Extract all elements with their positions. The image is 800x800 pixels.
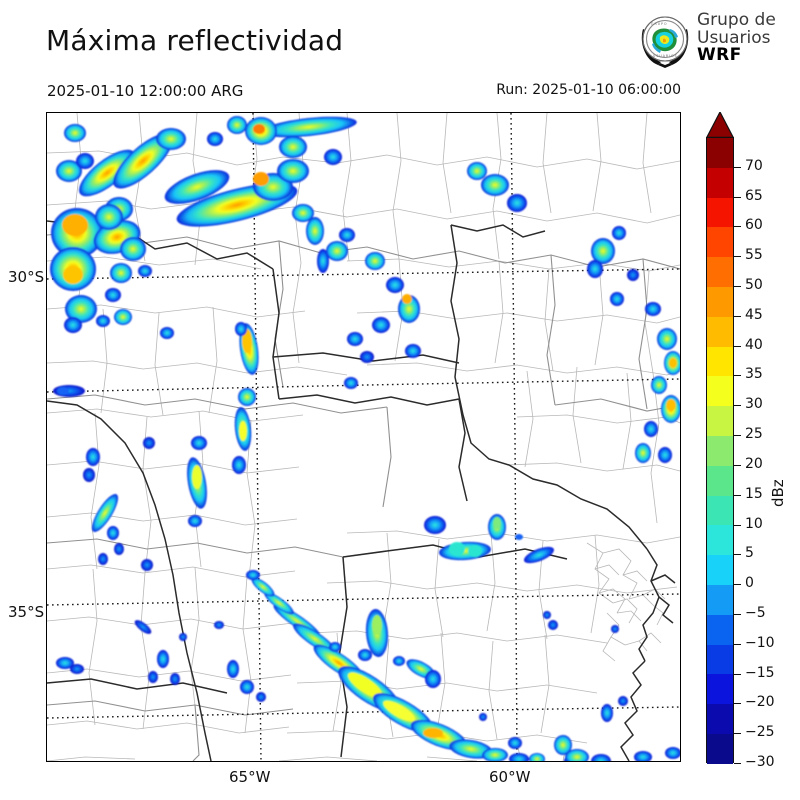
- valid-time-label: 2025-01-10 12:00:00 ARG: [47, 82, 244, 100]
- colorbar-segment: [707, 346, 733, 377]
- colorbar-title: dBz: [769, 479, 787, 507]
- colorbar-gradient: [706, 137, 734, 764]
- colorbar-tick: [734, 375, 741, 377]
- map-geometry: [47, 113, 680, 761]
- colorbar-tick-label: −30: [745, 754, 775, 770]
- wrf-user-group-logo: G R U P O U S U A R I O S Grupo de Usuar…: [637, 10, 792, 74]
- axis-label-lon-65W: 65°W: [229, 768, 271, 786]
- colorbar-tick: [734, 733, 741, 735]
- colorbar-tick-label: 0: [745, 575, 754, 592]
- colorbar-segment: [707, 555, 733, 585]
- province-boundaries: [47, 230, 680, 761]
- colorbar-tick-label: 15: [745, 485, 763, 502]
- colorbar-tick: [734, 703, 741, 705]
- gridline-lon-65W: [252, 113, 262, 761]
- logo-line-2: Usuarios: [697, 27, 771, 48]
- colorbar-tick-label: 30: [745, 396, 763, 413]
- colorbar-tick-label: 60: [745, 217, 763, 234]
- run-time-label: Run: 2025-01-10 06:00:00: [496, 82, 681, 98]
- colorbar-tick-label: 55: [745, 247, 763, 264]
- colorbar-tick: [734, 315, 741, 317]
- colorbar-tick: [734, 494, 741, 496]
- colorbar-segment: [707, 465, 733, 496]
- colorbar-segment: [707, 614, 733, 645]
- colorbar-tick-label: −10: [745, 634, 775, 651]
- reflectivity-map-canvas[interactable]: [46, 112, 681, 762]
- colorbar-tick: [734, 554, 741, 556]
- colorbar-tick-label: 70: [745, 157, 763, 174]
- colorbar-tick: [734, 643, 741, 645]
- colorbar[interactable]: dBz 70 65 60 55 50 45 40 35 30 25 20 15 10 5 0 −5 −10 −15…: [706, 112, 798, 770]
- colorbar-extend-arrow-icon: [706, 112, 734, 138]
- colorbar-segment: [707, 376, 733, 407]
- colorbar-segment: [707, 197, 733, 228]
- gridline-lat-28S: [47, 268, 680, 280]
- colorbar-segment: [707, 495, 733, 526]
- colorbar-tick: [734, 286, 741, 288]
- colorbar-segment: [707, 435, 733, 466]
- colorbar-tick-label: 25: [745, 426, 763, 443]
- page-title: Máxima reflectividad: [46, 24, 344, 57]
- colorbar-segment: [707, 644, 733, 675]
- axis-label-lat-30S: 30°S: [8, 268, 45, 286]
- country-borders-and-coastline: [47, 220, 676, 761]
- svg-text:G R U P O: G R U P O: [651, 22, 667, 26]
- colorbar-tick: [734, 673, 741, 675]
- colorbar-tick: [734, 405, 741, 407]
- colorbar-tick: [734, 256, 741, 258]
- colorbar-segment: [707, 525, 733, 556]
- wrf-user-group-seal-icon: G R U P O U S U A R I O S: [641, 16, 689, 68]
- latlon-gridlines: [47, 113, 680, 761]
- colorbar-tick-label: −5: [745, 604, 766, 621]
- colorbar-tick-label: 65: [745, 187, 763, 204]
- logo-line-3: WRF: [697, 45, 742, 65]
- colorbar-tick: [734, 464, 741, 466]
- colorbar-tick-label: 40: [745, 336, 763, 353]
- axis-label-lon-60W: 60°W: [489, 768, 531, 786]
- colorbar-tick-label: −25: [745, 724, 775, 741]
- axis-label-lat-35S: 35°S: [8, 603, 45, 621]
- colorbar-tick: [734, 763, 741, 764]
- colorbar-tick-label: 10: [745, 515, 763, 532]
- logo-text: Grupo de Usuarios WRF: [697, 10, 776, 65]
- gridline-lon-60W: [510, 113, 518, 761]
- gridline-lat-30S: [47, 378, 680, 393]
- reflectivity-echoes: [50, 116, 680, 761]
- colorbar-tick-label: 50: [745, 277, 763, 294]
- colorbar-tick: [734, 435, 741, 437]
- gridline-lat-35S: [47, 706, 680, 719]
- colorbar-tick-label: −20: [745, 694, 775, 711]
- colorbar-segment: [707, 674, 733, 705]
- colorbar-segment: [707, 286, 733, 317]
- colorbar-segment: [707, 406, 733, 436]
- colorbar-segment: [707, 733, 733, 764]
- gridline-lat-32p5S: [47, 593, 680, 606]
- colorbar-segment: [707, 584, 733, 615]
- colorbar-segment: [707, 167, 733, 198]
- colorbar-segment: [707, 316, 733, 347]
- colorbar-tick: [734, 196, 741, 198]
- logo-line-1: Grupo de: [697, 10, 776, 30]
- colorbar-segment: [707, 257, 733, 287]
- colorbar-tick: [734, 584, 741, 586]
- colorbar-segment: [707, 138, 733, 168]
- colorbar-tick-label: 20: [745, 455, 763, 472]
- colorbar-tick: [734, 524, 741, 526]
- colorbar-tick-label: 45: [745, 306, 763, 323]
- colorbar-segment: [707, 227, 733, 258]
- county-boundaries: [47, 113, 680, 761]
- colorbar-tick-label: 5: [745, 545, 754, 562]
- colorbar-tick-label: 35: [745, 366, 763, 383]
- colorbar-tick: [734, 345, 741, 347]
- svg-text:U S U A R I O S: U S U A R I O S: [653, 54, 677, 58]
- colorbar-tick: [734, 613, 741, 615]
- colorbar-tick-label: −15: [745, 664, 775, 681]
- colorbar-tick: [734, 226, 741, 228]
- colorbar-segment: [707, 704, 733, 734]
- colorbar-tick: [734, 166, 741, 168]
